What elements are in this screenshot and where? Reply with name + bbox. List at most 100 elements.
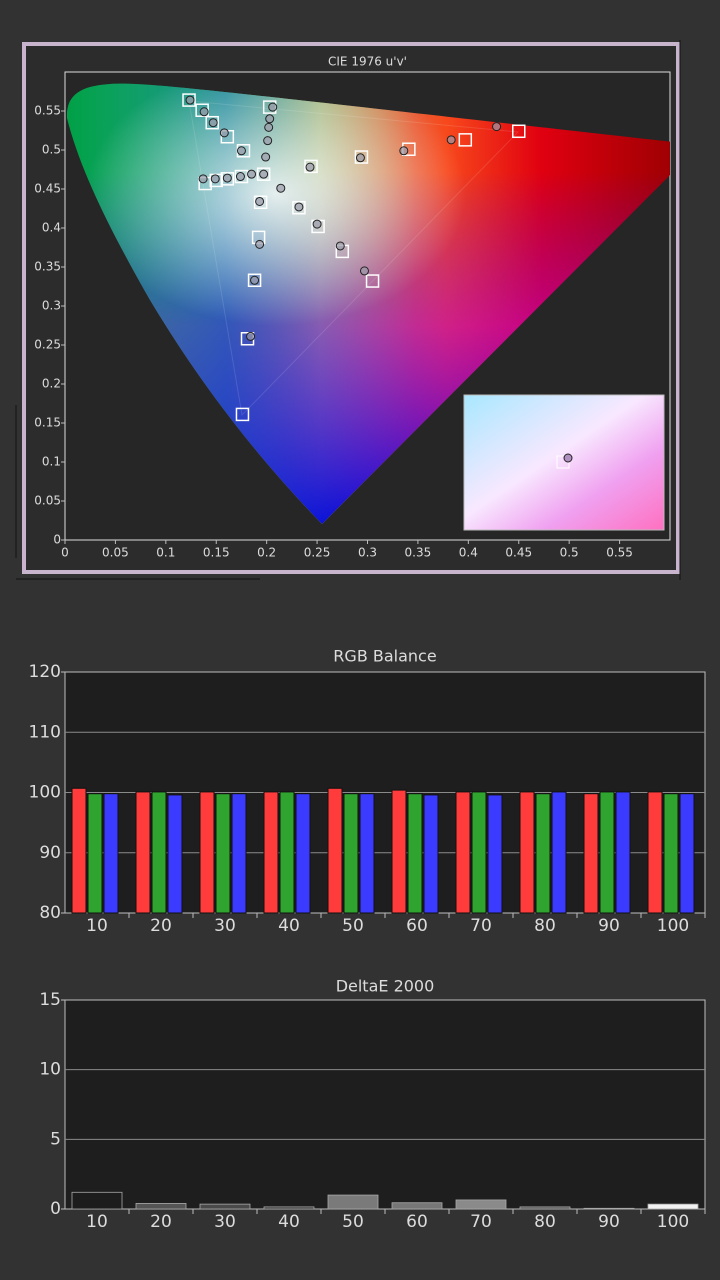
measured-point [261,152,271,162]
measured-point [335,241,345,251]
bar [487,794,503,914]
y-tick-label: 15 [39,990,61,1010]
bar [135,791,151,914]
y-tick-label: 0.4 [42,221,61,235]
target-point [292,200,306,215]
x-tick-label: 0.2 [257,546,276,560]
target-point [220,172,235,186]
x-tick-label: 0.3 [358,546,377,560]
plot-area [64,999,706,1210]
measured-point [222,173,232,183]
x-tick-label: 50 [342,916,364,936]
bar [519,791,535,914]
bar [647,1203,699,1210]
bar [407,793,423,914]
y-tick-label: 0.15 [34,416,61,430]
measured-point [208,118,218,128]
measured-point [312,219,322,229]
measured-point [268,102,278,112]
bar [519,1206,571,1210]
bar [215,793,231,914]
x-tick-label: 0.25 [304,546,331,560]
measured-point [355,153,365,163]
target-point [247,273,262,288]
bar [103,793,119,914]
x-tick-label: 40 [278,916,300,936]
measured-point [265,114,275,124]
measured-point [399,146,409,156]
x-tick-label: 30 [214,916,236,936]
y-tick-label: 120 [29,662,61,682]
bar [135,1203,187,1210]
x-tick-label: 10 [86,1212,108,1232]
y-tick-label: 110 [29,722,61,742]
measured-point [198,174,208,184]
measured-point [305,162,315,172]
bar [199,1203,251,1210]
y-tick-label: 80 [39,903,61,923]
chart-title: RGB Balance [333,647,436,666]
bar [615,791,631,914]
x-tick-label: 0 [61,546,69,560]
x-tick-label: 20 [150,1212,172,1232]
x-tick-label: 0.55 [606,546,633,560]
target-point [205,115,219,130]
measured-point [235,172,245,182]
target-point [234,169,249,184]
x-tick-label: 100 [657,1212,689,1232]
y-tick-label: 0 [53,533,61,547]
bar [151,791,167,914]
gamut-triangle [188,100,520,417]
bar [279,791,295,914]
bar [359,793,375,914]
bar [167,794,183,914]
bar [391,1202,443,1210]
target-point [354,150,369,164]
x-tick-label: 100 [657,916,689,936]
bar [199,791,215,914]
x-tick-label: 60 [406,1212,428,1232]
y-tick-label: 0.35 [34,260,61,274]
x-tick-label: 70 [470,916,492,936]
measured-point [199,107,209,117]
measured-point [359,266,369,276]
bar [599,791,615,914]
x-tick-label: 0.4 [459,546,478,560]
measured-point [246,331,256,341]
measured-point [247,169,257,179]
y-tick-label: 0 [50,1199,61,1219]
inset-point [563,453,573,463]
bar [455,791,471,914]
bar [343,793,359,914]
zoom-inset [463,394,665,531]
x-tick-label: 50 [342,1212,364,1232]
bar [583,793,599,914]
bar [71,1191,123,1210]
measured-point [255,196,265,206]
x-tick-label: 40 [278,1212,300,1232]
target-point [458,133,473,147]
y-tick-label: 5 [50,1129,61,1149]
y-tick-label: 0.45 [34,182,61,196]
x-tick-label: 90 [598,916,620,936]
y-tick-label: 0.1 [42,455,61,469]
bar [583,1207,635,1210]
bar [71,787,87,914]
bar [455,1199,507,1210]
y-tick-label: 90 [39,843,61,863]
bar [663,793,679,914]
x-tick-label: 30 [214,1212,236,1232]
target-point [253,195,268,210]
x-tick-label: 0.1 [156,546,175,560]
bar [327,787,343,914]
x-tick-label: 0.45 [505,546,532,560]
y-tick-label: 100 [29,783,61,803]
bar [263,1206,315,1210]
x-tick-label: 60 [406,916,428,936]
measured-point [446,135,456,145]
bar [231,793,247,914]
bar [327,1194,379,1210]
x-tick-label: 80 [534,1212,556,1232]
y-tick-label: 0.55 [34,104,61,118]
